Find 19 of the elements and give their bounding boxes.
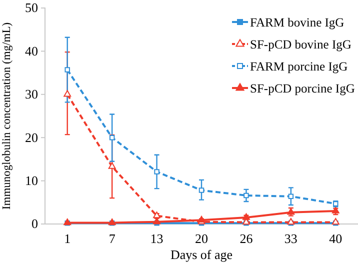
legend-label: FARM porcine IgG [250, 60, 348, 74]
x-tick-label: 13 [150, 231, 164, 246]
legend-label: SF-pCD bovine IgG [250, 38, 352, 52]
legend-label: SF-pCD porcine IgG [250, 82, 355, 96]
y-tick-label: 30 [25, 86, 38, 102]
x-tick-label: 33 [284, 231, 298, 246]
x-tick-label: 40 [329, 231, 342, 246]
y-tick-label: 20 [25, 130, 38, 145]
x-tick-label: 20 [195, 231, 208, 246]
y-tick-label: 0 [32, 216, 38, 232]
x-tick-label: 26 [240, 231, 254, 246]
x-tick-label: 7 [108, 231, 116, 246]
x-tick-label: 1 [64, 231, 71, 246]
y-tick-label: 50 [25, 0, 38, 16]
y-tick-label: 40 [25, 43, 38, 58]
x-axis-title: Days of age [170, 247, 233, 262]
y-tick-label: 10 [25, 172, 38, 188]
y-axis-title: Immunoglobulin concentration (mg/mL) [1, 22, 13, 210]
legend-label: FARM bovine IgG [250, 16, 344, 30]
